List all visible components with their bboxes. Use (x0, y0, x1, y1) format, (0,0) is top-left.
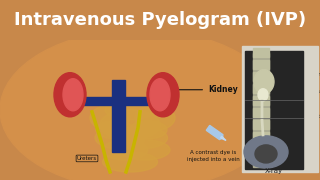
Bar (78, 97, 158, 105)
Polygon shape (206, 125, 223, 140)
Ellipse shape (244, 136, 288, 168)
Text: Kidney: Kidney (163, 85, 238, 94)
Bar (253, 48, 269, 57)
Ellipse shape (96, 121, 134, 139)
Ellipse shape (258, 89, 268, 101)
Ellipse shape (147, 73, 179, 117)
Text: Ureter: Ureter (303, 114, 320, 119)
Ellipse shape (102, 140, 148, 160)
Ellipse shape (254, 70, 274, 94)
Text: Renal pelvis: Renal pelvis (303, 89, 320, 97)
Bar (253, 84, 269, 93)
Bar (245, 51, 303, 169)
Ellipse shape (95, 127, 145, 149)
Text: Intravenous Pyelogram (IVP): Intravenous Pyelogram (IVP) (14, 11, 306, 29)
Text: X-ray: X-ray (265, 168, 283, 174)
Bar (253, 144, 269, 153)
Ellipse shape (90, 105, 130, 130)
Ellipse shape (105, 100, 155, 120)
Bar (253, 132, 269, 141)
Bar (253, 72, 269, 81)
Bar (253, 156, 269, 165)
Ellipse shape (0, 30, 280, 180)
Ellipse shape (113, 127, 167, 149)
Bar (253, 53, 269, 167)
Text: A contrast dye is
injected into a vein: A contrast dye is injected into a vein (187, 150, 239, 162)
Bar (253, 108, 269, 117)
Ellipse shape (120, 140, 170, 160)
Ellipse shape (129, 121, 167, 139)
Text: Ureters: Ureters (77, 156, 97, 161)
Ellipse shape (54, 73, 86, 117)
Ellipse shape (100, 110, 160, 140)
Text: Kidney: Kidney (303, 72, 320, 82)
Ellipse shape (255, 145, 277, 163)
Bar (242, 46, 318, 172)
Ellipse shape (150, 79, 170, 111)
Bar (253, 96, 269, 105)
Bar (253, 120, 269, 129)
Ellipse shape (135, 105, 175, 130)
Ellipse shape (63, 79, 83, 111)
Polygon shape (220, 136, 226, 141)
Ellipse shape (102, 152, 157, 172)
Bar (253, 60, 269, 69)
Bar (112, 80, 125, 152)
